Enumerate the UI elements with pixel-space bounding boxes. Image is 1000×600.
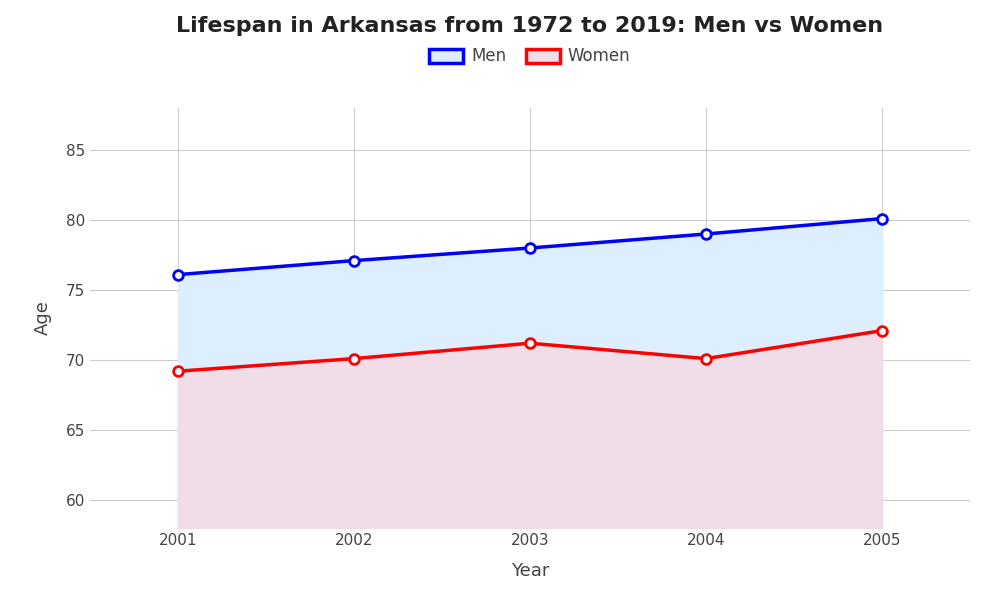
Title: Lifespan in Arkansas from 1972 to 2019: Men vs Women: Lifespan in Arkansas from 1972 to 2019: … [176, 16, 884, 35]
Y-axis label: Age: Age [34, 301, 52, 335]
Legend: Men, Women: Men, Women [423, 41, 637, 72]
X-axis label: Year: Year [511, 562, 549, 580]
